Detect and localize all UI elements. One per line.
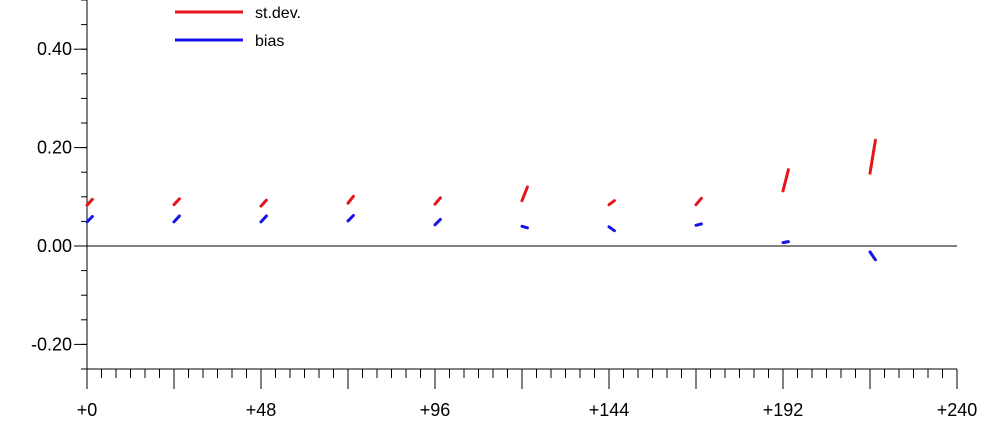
series-1-segment-1 bbox=[172, 214, 181, 224]
series-0-segment-0 bbox=[85, 197, 94, 207]
series-0-segment-1 bbox=[172, 197, 181, 207]
series-0-segment-7 bbox=[694, 196, 703, 207]
legend-label: bias bbox=[255, 33, 284, 50]
x-tick-label: +96 bbox=[420, 400, 451, 420]
x-tick-label: +0 bbox=[77, 400, 98, 420]
legend: st.dev. bias bbox=[175, 5, 301, 50]
series-1-segment-4 bbox=[433, 217, 442, 227]
series-0-segment-5 bbox=[520, 185, 529, 203]
series-0 bbox=[85, 138, 877, 208]
series-0-segment-2 bbox=[259, 198, 268, 208]
series-0-segment-3 bbox=[346, 194, 355, 205]
x-tick-label: +144 bbox=[589, 400, 630, 420]
x-tick-label: +48 bbox=[246, 400, 277, 420]
series-1-segment-8 bbox=[781, 240, 790, 245]
y-tick-label: -0.20 bbox=[31, 334, 72, 354]
axis-frame: -0.20 0.00 0.20 0.40 +0 +48 +96 +144 +192 +240 bbox=[31, 0, 977, 420]
series-1-segment-7 bbox=[694, 222, 703, 227]
legend-label: st.dev. bbox=[255, 5, 301, 22]
series-1-segment-3 bbox=[346, 214, 355, 223]
y-tick-label: 0.20 bbox=[37, 138, 72, 158]
series-0-segment-9 bbox=[868, 138, 877, 175]
series-1-segment-6 bbox=[607, 225, 616, 233]
x-tick-label: +192 bbox=[763, 400, 804, 420]
series-1 bbox=[85, 214, 877, 262]
series-1-segment-9 bbox=[868, 250, 877, 262]
series-0-segment-8 bbox=[781, 168, 790, 193]
y-tick-label: 0.40 bbox=[37, 39, 72, 59]
series-layer bbox=[85, 138, 877, 262]
series-0-segment-6 bbox=[607, 199, 616, 207]
series-1-segment-5 bbox=[520, 224, 529, 230]
series-1-segment-2 bbox=[259, 214, 268, 224]
y-tick-label: 0.00 bbox=[37, 236, 72, 256]
series-0-segment-4 bbox=[433, 196, 442, 206]
series-1-segment-0 bbox=[85, 215, 94, 224]
x-tick-label: +240 bbox=[937, 400, 978, 420]
